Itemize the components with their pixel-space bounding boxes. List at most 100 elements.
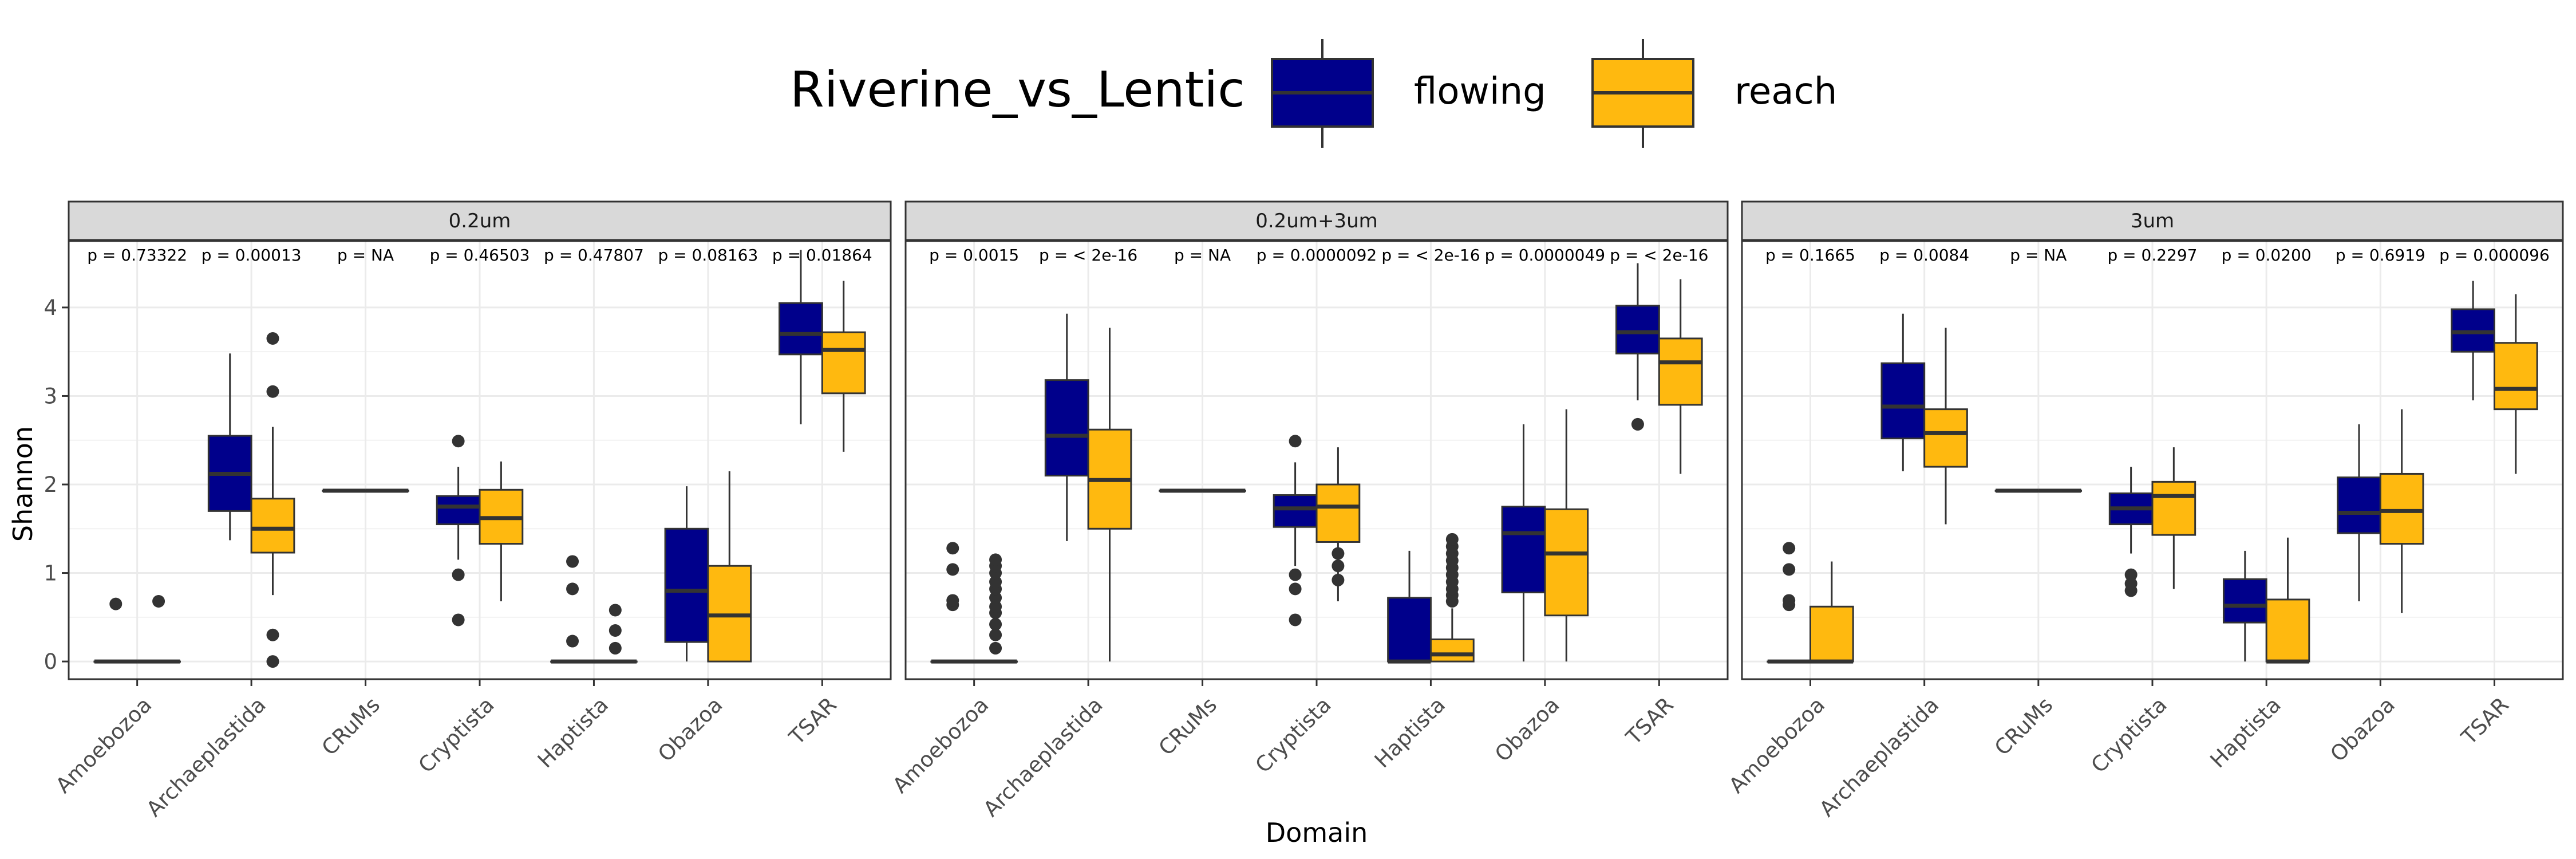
box-outlier [989, 553, 1002, 566]
pvalue-label: p = 0.0084 [1879, 246, 1969, 265]
box-outlier [1289, 568, 1302, 581]
pvalue-label: p = NA [2010, 246, 2067, 265]
box-outlier [946, 563, 959, 576]
pvalue-label: p = < 2e-16 [1039, 246, 1137, 265]
box-outlier [266, 385, 279, 398]
box-outlier [1783, 542, 1796, 555]
box-outlier [989, 641, 1002, 655]
facet-strip [1741, 200, 2564, 241]
box-body [664, 527, 709, 643]
box-body [821, 331, 866, 395]
facet-strip-label: 0.2um [449, 210, 511, 233]
box-archaeplastida-reach [1923, 328, 1968, 525]
x-axis-title: Domain [1266, 817, 1368, 848]
box-body [1615, 305, 1660, 354]
pvalue-label: p = < 2e-16 [1381, 246, 1480, 265]
pvalue-label: p = 0.0200 [2222, 246, 2312, 265]
box-body [2337, 476, 2381, 534]
box-body [1923, 408, 1968, 468]
pvalue-label: p = 0.08163 [658, 246, 758, 265]
facet-strip [68, 200, 892, 241]
box-outlier [109, 597, 123, 610]
box-body [2151, 480, 2196, 536]
box-outlier [989, 600, 1002, 613]
box-haptista-flowing [550, 555, 595, 664]
box-amoebozoa-flowing [93, 597, 139, 664]
box-outlier [1332, 559, 1345, 573]
y-tick-label: 3 [44, 384, 57, 408]
box-obazoa-flowing [2337, 424, 2381, 601]
box-body [1809, 605, 1854, 663]
box-outlier [566, 555, 579, 568]
box-body [2265, 598, 2310, 663]
pvalue-label: p = NA [337, 246, 394, 265]
box-outlier [946, 594, 959, 607]
box-outlier [452, 613, 465, 626]
box-tsar-flowing [779, 250, 823, 424]
box-outlier [2124, 568, 2138, 581]
box-cryptista-reach [2151, 447, 2196, 589]
box-tsar-reach [821, 281, 866, 452]
box-haptista-reach [1429, 533, 1475, 663]
box-tsar-flowing [1615, 263, 1660, 431]
y-axis-ticks: 0 1 2 3 4 [44, 295, 69, 674]
box-body [436, 495, 481, 526]
y-tick-label: 2 [44, 472, 57, 497]
box-amoebozoa-reach [1809, 561, 1854, 664]
box-outlier [2124, 577, 2138, 590]
box-archaeplastida-flowing [1880, 313, 1926, 471]
box-haptista-flowing [2222, 550, 2267, 662]
pvalue-label: p = 0.0015 [929, 246, 1019, 265]
box-cryptista-flowing [436, 435, 481, 626]
box-outlier [1289, 582, 1302, 596]
box-outlier [609, 604, 622, 617]
box-body [779, 302, 823, 356]
box-obazoa-reach [2379, 409, 2424, 613]
y-tick-label: 0 [44, 649, 57, 674]
facet-strip [904, 200, 1729, 241]
box-body [1501, 506, 1546, 594]
box-archaeplastida-reach [1087, 328, 1132, 662]
box-archaeplastida-flowing [207, 353, 252, 541]
box-haptista-reach [2265, 537, 2310, 664]
box-archaeplastida-flowing [1044, 313, 1089, 541]
box-outlier [266, 655, 279, 668]
box-outlier [266, 628, 279, 641]
legend-title: Riverine_vs_Lentic [790, 61, 1245, 119]
box-body [1044, 379, 1089, 477]
box-outlier [609, 641, 622, 655]
box-outlier [566, 635, 579, 648]
pvalue-label: p = < 2e-16 [1610, 246, 1708, 265]
pvalue-label: p = 0.01864 [772, 246, 872, 265]
facet-strip-label: 3um [2131, 210, 2174, 233]
pvalue-label: p = 0.00013 [202, 246, 302, 265]
box-outlier [452, 435, 465, 448]
y-tick-label: 4 [44, 295, 57, 320]
box-archaeplastida-reach [250, 332, 295, 668]
facet-panel-3um: 3um p = 0.1665 p = 0.0084 p = NA p = 0.2297 p… [1724, 200, 2564, 821]
box-body [2494, 342, 2538, 411]
box-outlier [1289, 613, 1302, 626]
box-outlier [1445, 533, 1459, 546]
box-body [250, 498, 295, 554]
box-body [1544, 508, 1589, 617]
box-body [1273, 494, 1318, 528]
legend-label-flowing: flowing [1414, 70, 1546, 113]
box-body [2222, 578, 2267, 624]
legend-key-reach [1591, 39, 1694, 148]
pvalue-label: p = 0.0000049 [1485, 246, 1605, 265]
pvalue-label: p = 0.6919 [2336, 246, 2425, 265]
box-body [1880, 362, 1926, 440]
box-outlier [1332, 573, 1345, 586]
pvalue-label: p = 0.000096 [2439, 246, 2550, 265]
pvalue-label: p = 0.1665 [1765, 246, 1855, 265]
box-cryptista-flowing [1273, 435, 1318, 626]
box-cryptista-reach [1315, 447, 1361, 601]
y-axis-title: Shannon [7, 426, 38, 542]
box-body [1658, 337, 1703, 406]
box-outlier [566, 582, 579, 596]
box-cryptista-reach [479, 461, 524, 601]
box-outlier [152, 595, 165, 608]
box-body [1387, 597, 1432, 663]
